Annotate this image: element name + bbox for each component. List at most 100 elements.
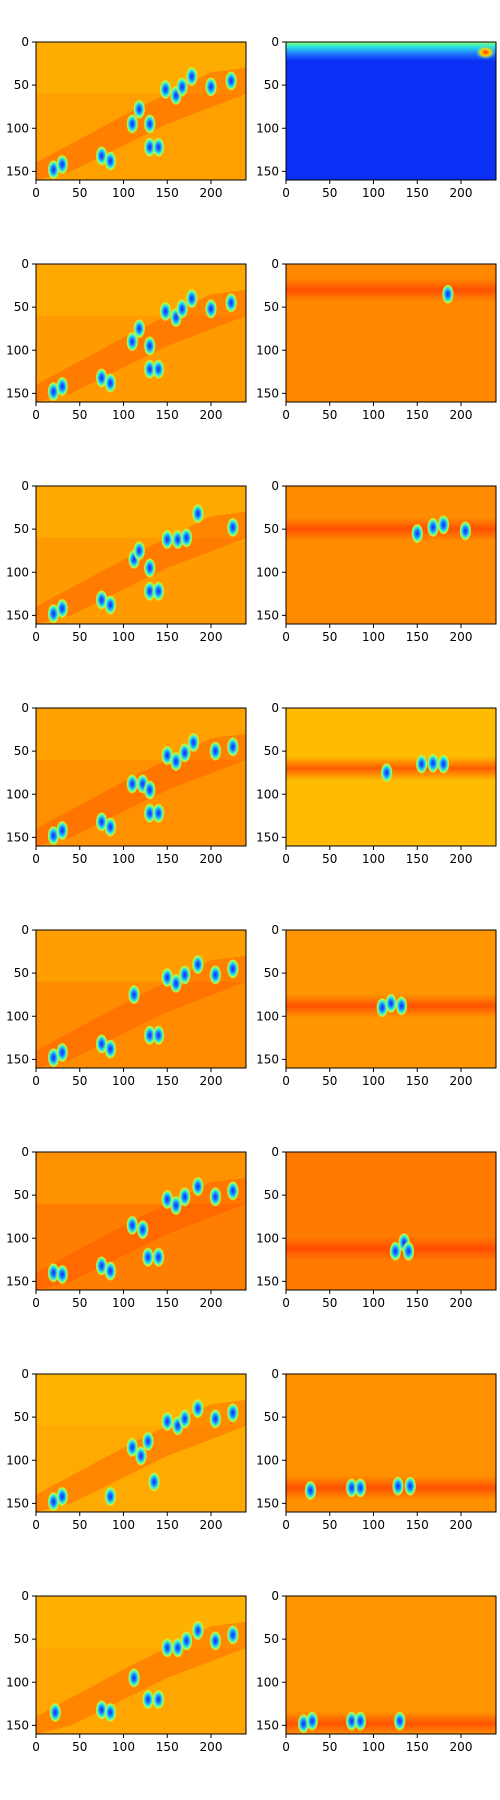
x-tick-label: 150 bbox=[406, 408, 429, 422]
blob-mark bbox=[148, 1471, 161, 1492]
x-tick-label: 50 bbox=[72, 408, 87, 422]
heatmap-background bbox=[286, 1596, 496, 1734]
y-tick-label: 100 bbox=[6, 1009, 29, 1023]
blob-mark bbox=[104, 151, 117, 172]
axes-frame bbox=[35, 41, 247, 181]
x-tick-label: 0 bbox=[32, 408, 40, 422]
blob-mark bbox=[389, 1241, 402, 1262]
x-tick-label: 0 bbox=[32, 1074, 40, 1088]
blob-mark bbox=[380, 762, 393, 783]
blob-mark bbox=[126, 773, 139, 794]
heatmap-image bbox=[286, 1374, 496, 1512]
blob-mark bbox=[47, 1262, 60, 1283]
red-ridge bbox=[36, 1621, 246, 1734]
y-tick-label: 0 bbox=[21, 479, 29, 493]
heatmap-background bbox=[36, 1596, 246, 1734]
y-tick-label: 50 bbox=[264, 1188, 279, 1202]
blob-mark bbox=[152, 803, 165, 824]
heatmap-image bbox=[286, 708, 496, 846]
x-tick-label: 100 bbox=[112, 1740, 135, 1754]
x-tick-label: 150 bbox=[156, 852, 179, 866]
x-tick-label: 50 bbox=[322, 408, 337, 422]
blob-mark bbox=[142, 1689, 154, 1710]
blob-mark bbox=[209, 1408, 222, 1429]
heatmap-image bbox=[36, 1374, 246, 1512]
x-tick-label: 0 bbox=[282, 852, 290, 866]
heatmap-image bbox=[286, 1152, 496, 1290]
axes-frame bbox=[285, 929, 497, 1069]
y-tick-label: 150 bbox=[256, 1274, 279, 1288]
heatmap-image bbox=[36, 42, 246, 180]
blob-mark bbox=[205, 76, 217, 97]
panel-r6-c1: 0 50 100 150 200 0 50 100 150 bbox=[6, 1145, 247, 1310]
blob-mark bbox=[161, 1411, 174, 1432]
blob-mark bbox=[152, 581, 165, 602]
blob-mark bbox=[411, 523, 424, 544]
blob-mark bbox=[415, 754, 428, 775]
heatmap-image bbox=[286, 930, 496, 1068]
blob-mark bbox=[392, 1476, 404, 1497]
panel-r7-c2: 0 50 100 150 200 0 50 100 150 bbox=[256, 1367, 497, 1532]
y-tick-label: 150 bbox=[6, 164, 29, 178]
x-tick-label: 150 bbox=[406, 186, 429, 200]
y-tick-label: 0 bbox=[21, 1367, 29, 1381]
blob-mark bbox=[226, 958, 239, 979]
y-tick-label: 0 bbox=[21, 1145, 29, 1159]
panel-r7-c1: 0 50 100 150 200 0 50 100 150 bbox=[6, 1367, 247, 1532]
blob-mark bbox=[171, 529, 184, 550]
x-tick-label: 50 bbox=[322, 1518, 337, 1532]
blob-mark bbox=[225, 292, 238, 313]
y-tick-label: 150 bbox=[6, 1718, 29, 1732]
blob-mark bbox=[126, 113, 139, 134]
x-tick-label: 100 bbox=[362, 852, 385, 866]
blob-mark bbox=[191, 1398, 204, 1419]
axes-frame bbox=[285, 263, 497, 403]
blob-mark bbox=[178, 964, 191, 985]
blob-mark bbox=[104, 1486, 117, 1507]
axes-frame bbox=[35, 263, 247, 403]
x-tick-label: 100 bbox=[362, 630, 385, 644]
blob-mark bbox=[185, 288, 198, 309]
y-tick-label: 100 bbox=[256, 1675, 279, 1689]
x-tick-label: 200 bbox=[450, 186, 473, 200]
y-tick-label: 50 bbox=[264, 744, 279, 758]
blob-mark bbox=[104, 373, 117, 394]
axes-frame bbox=[35, 1373, 247, 1513]
blob-mark bbox=[152, 1025, 165, 1046]
blob-mark bbox=[354, 1711, 367, 1732]
x-tick-label: 100 bbox=[362, 408, 385, 422]
y-tick-label: 150 bbox=[256, 608, 279, 622]
blob-mark bbox=[56, 1042, 69, 1063]
x-tick-label: 0 bbox=[32, 186, 40, 200]
y-tick-label: 100 bbox=[256, 787, 279, 801]
x-tick-label: 200 bbox=[450, 408, 473, 422]
blob-mark bbox=[178, 742, 191, 763]
blob-mark bbox=[128, 984, 140, 1005]
x-tick-label: 200 bbox=[200, 1074, 223, 1088]
x-tick-label: 150 bbox=[156, 1296, 179, 1310]
blob-mark bbox=[133, 99, 146, 120]
x-tick-label: 0 bbox=[282, 186, 290, 200]
y-tick-label: 0 bbox=[21, 257, 29, 271]
heatmap-image bbox=[36, 708, 246, 846]
blob-mark bbox=[180, 1630, 193, 1651]
blob-mark bbox=[402, 1241, 415, 1262]
y-tick-label: 0 bbox=[271, 701, 279, 715]
y-tick-label: 0 bbox=[21, 923, 29, 937]
top-band bbox=[286, 42, 496, 61]
y-tick-label: 100 bbox=[6, 787, 29, 801]
blob-mark bbox=[135, 1445, 147, 1466]
blob-mark bbox=[143, 113, 156, 134]
axes-frame bbox=[285, 1151, 497, 1291]
x-tick-label: 50 bbox=[322, 1296, 337, 1310]
x-tick-label: 200 bbox=[450, 1074, 473, 1088]
x-tick-label: 50 bbox=[322, 852, 337, 866]
blob-mark bbox=[159, 79, 172, 100]
y-tick-label: 100 bbox=[256, 1009, 279, 1023]
blob-mark bbox=[143, 803, 156, 824]
blob-mark bbox=[143, 335, 156, 356]
x-tick-label: 50 bbox=[322, 630, 337, 644]
x-tick-label: 100 bbox=[362, 1740, 385, 1754]
blob-mark bbox=[354, 1477, 367, 1498]
x-tick-label: 150 bbox=[156, 1074, 179, 1088]
